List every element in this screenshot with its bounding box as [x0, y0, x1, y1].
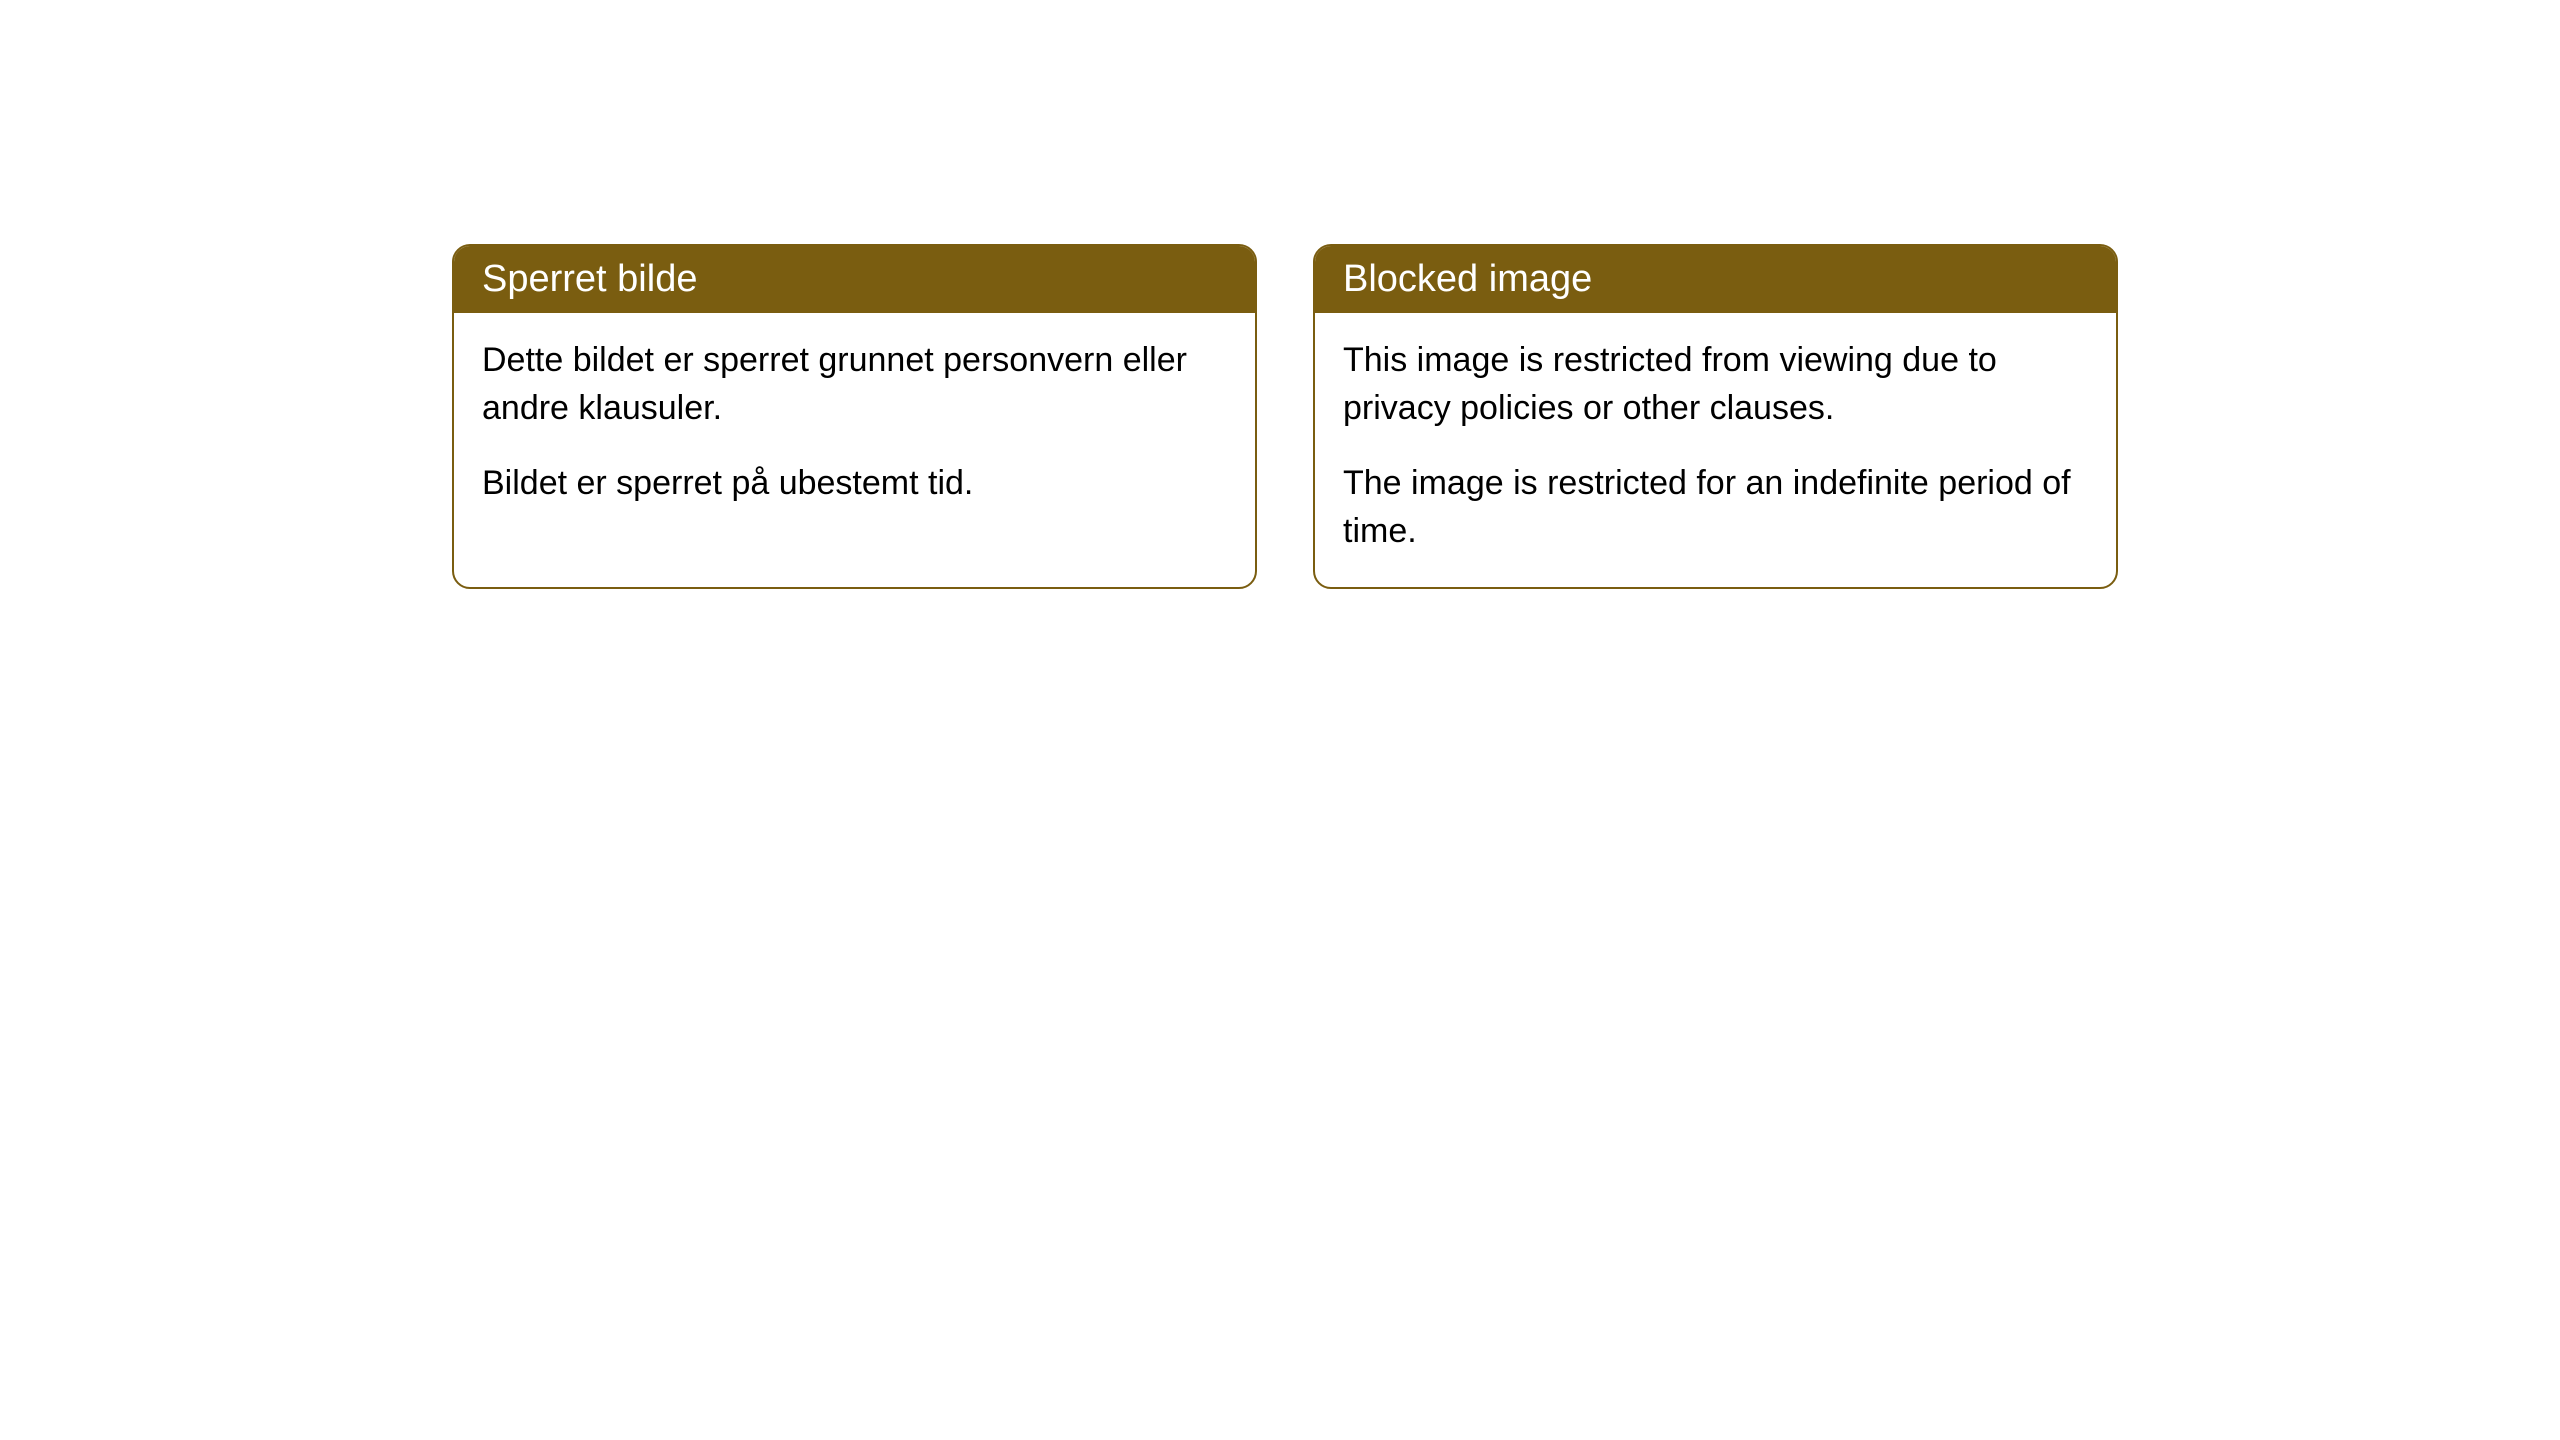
card-title: Sperret bilde	[482, 258, 697, 300]
cards-container: Sperret bilde Dette bildet er sperret gr…	[452, 244, 2118, 589]
card-paragraph: Bildet er sperret på ubestemt tid.	[482, 460, 1227, 508]
card-header: Blocked image	[1315, 246, 2116, 313]
card-header: Sperret bilde	[454, 246, 1255, 313]
card-paragraph: This image is restricted from viewing du…	[1343, 337, 2088, 432]
card-body: Dette bildet er sperret grunnet personve…	[454, 313, 1255, 540]
blocked-image-card-english: Blocked image This image is restricted f…	[1313, 244, 2118, 589]
card-paragraph: Dette bildet er sperret grunnet personve…	[482, 337, 1227, 432]
card-paragraph: The image is restricted for an indefinit…	[1343, 460, 2088, 555]
card-title: Blocked image	[1343, 258, 1592, 300]
blocked-image-card-norwegian: Sperret bilde Dette bildet er sperret gr…	[452, 244, 1257, 589]
card-body: This image is restricted from viewing du…	[1315, 313, 2116, 587]
